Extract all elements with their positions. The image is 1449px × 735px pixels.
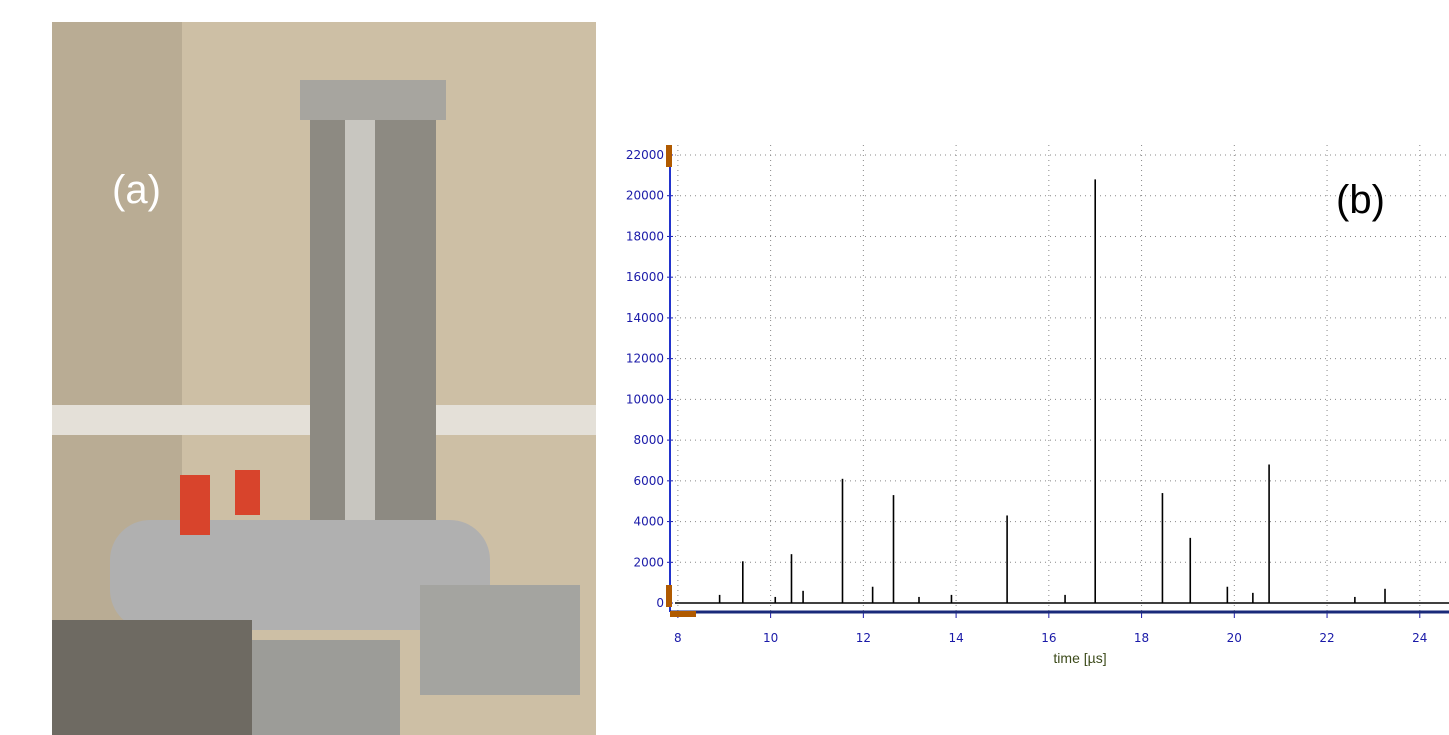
photo-electronics [250, 640, 400, 735]
photo-cylinder-highlight [345, 80, 375, 520]
x-tick-label: 14 [948, 631, 963, 645]
x-tick-label: 22 [1319, 631, 1334, 645]
y-tick-label: 22000 [626, 148, 664, 162]
y-tick-label: 6000 [633, 474, 664, 488]
x-tick-label: 8 [674, 631, 682, 645]
x-tick-label: 12 [856, 631, 871, 645]
axis-marker [670, 611, 696, 617]
photo: (a) [52, 22, 596, 735]
y-tick-label: 12000 [626, 352, 664, 366]
photo-chamber [110, 520, 490, 630]
x-tick-label: 24 [1412, 631, 1427, 645]
chart: 0 2000 4000 6000 8000 10000 12000 14000 16000 180… [626, 145, 1449, 666]
y-tick-label: 2000 [633, 555, 664, 569]
panel-label: (b) [1336, 178, 1385, 222]
y-tick-label: 10000 [626, 392, 664, 406]
photo-flange [300, 80, 446, 120]
x-axis-label: time [µs] [1053, 650, 1106, 666]
y-tick-label: 20000 [626, 189, 664, 203]
y-tick-label: 18000 [626, 229, 664, 243]
y-tick-label: 16000 [626, 270, 664, 284]
x-tick-label: 20 [1227, 631, 1242, 645]
y-tick-label: 8000 [633, 433, 664, 447]
y-tick-label: 4000 [633, 515, 664, 529]
x-tick-label: 16 [1041, 631, 1056, 645]
panel-label: (a) [112, 168, 161, 212]
x-tick-label: 18 [1134, 631, 1149, 645]
y-tick-label: 0 [656, 596, 664, 610]
photo-table [52, 620, 252, 735]
photo-electronics [420, 585, 580, 695]
photo-gauge [180, 475, 210, 535]
axis-marker [666, 585, 672, 607]
photo-gauge [235, 470, 260, 515]
x-tick-label: 10 [763, 631, 778, 645]
y-tick-label: 14000 [626, 311, 664, 325]
axis-marker [666, 145, 672, 167]
